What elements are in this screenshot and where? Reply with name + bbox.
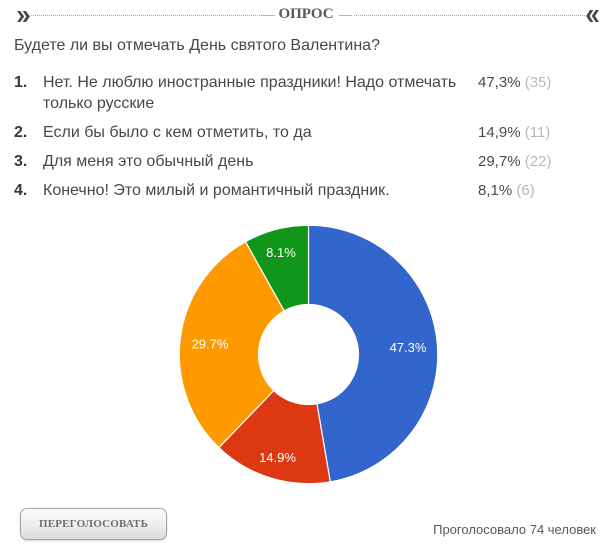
svg-text:14.9%: 14.9% bbox=[259, 450, 296, 465]
svg-text:47.3%: 47.3% bbox=[390, 340, 427, 355]
svg-text:8.1%: 8.1% bbox=[266, 245, 296, 260]
svg-text:29.7%: 29.7% bbox=[192, 337, 229, 352]
